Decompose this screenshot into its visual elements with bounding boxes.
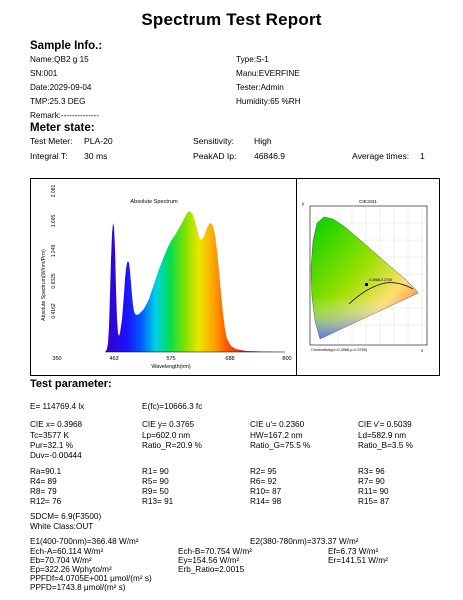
x-tick-label: 575: [166, 356, 175, 362]
param-r4: R4= 89: [30, 477, 57, 486]
meter-state-heading: Meter state:: [30, 122, 95, 134]
x-tick-label: 800: [282, 356, 291, 362]
test-meter-label: Test Meter:: [30, 136, 73, 146]
param-hw: HW=167.2 nm: [250, 431, 303, 440]
sample-remark: Remark:--------------: [30, 111, 100, 120]
sample-type: Type:S-1: [236, 55, 269, 64]
y-tick-label: 0.4162: [51, 303, 57, 319]
param-white-class: White Class:OUT: [30, 522, 94, 531]
param-ef: Ef=6.73 W/m²: [328, 547, 379, 556]
sample-manu: Manu:EVERFINE: [236, 69, 300, 78]
test-meter-value: PLA-20: [84, 136, 113, 146]
spectrum-ylabel: Absolute Spectrum(W/nm/Prm): [41, 249, 47, 321]
sample-sn: SN:001: [30, 69, 58, 78]
param-ciex: CIE x= 0.3968: [30, 420, 83, 429]
report-title: Spectrum Test Report: [141, 10, 322, 29]
planckian-locus: [348, 282, 414, 305]
param-ra: Ra=90.1: [30, 467, 62, 476]
y-tick-label: 0.8325: [51, 273, 57, 289]
param-r11: R11= 90: [358, 487, 389, 496]
param-r8: R8= 79: [30, 487, 57, 496]
sample-info-heading: Sample Info.:: [30, 40, 103, 52]
param-ratio-g: Ratio_G=75.5 %: [250, 441, 311, 450]
param-erb-ratio: Erb_Ratio=2.0015: [178, 565, 245, 574]
sensitivity-label: Sensitivity:: [193, 136, 235, 146]
sample-humidity: Humidity:65 %RH: [236, 97, 301, 106]
param-r6: R6= 92: [250, 477, 277, 486]
param-duv: Duv=-0.00444: [30, 451, 82, 460]
y-tick-label: 2.081: [51, 185, 57, 198]
spectrum-x-ticks: 350 463 575 688 800: [52, 356, 291, 362]
cie-title: CIE1931: [359, 199, 377, 204]
x-tick-label: 350: [52, 356, 61, 362]
chart-divider: [296, 178, 297, 375]
cie-chromaticity-chart: CIE1931 y x 0.3968,0.3765 Chromaticity(x…: [302, 199, 428, 353]
cie-chromaticity-marker: [365, 283, 368, 286]
param-r7: R7= 90: [358, 477, 385, 486]
cie-y-axis-label: y: [302, 201, 305, 206]
param-ratio-r: Ratio_R=20.9 %: [142, 441, 202, 450]
y-tick-label: 1.665: [51, 215, 57, 228]
average-times-value: 1: [420, 151, 425, 161]
y-tick-label: 1.249: [51, 245, 57, 258]
param-tc: Tc=3577 K: [30, 431, 69, 440]
absolute-spectrum-chart: Absolute Spectrum Absolute Spectrum(W/nm…: [41, 185, 292, 370]
param-e: E= 114769.4 lx: [30, 402, 85, 411]
param-r14: R14= 98: [250, 497, 282, 506]
x-tick-label: 463: [109, 356, 118, 362]
param-e2: E2(380-780nm)=373.37 W/m²: [250, 537, 359, 546]
spectrum-y-ticks: 0.4162 0.8325 1.249 1.665 2.081: [51, 185, 57, 319]
spectrum-xlabel: Wavelength(nm): [151, 364, 191, 370]
param-ld: Ld=582.9 nm: [358, 431, 407, 440]
param-r9: R9= 50: [142, 487, 169, 496]
sample-name: Name:QB2 g 15: [30, 55, 89, 64]
param-cieu: CIE u'= 0.2360: [250, 420, 305, 429]
integral-value: 30 ms: [84, 151, 108, 161]
sensitivity-value: High: [254, 136, 272, 146]
param-ppfdf: PPFDf=4.0705E+001 μmol/(m² s): [30, 574, 152, 583]
param-r5: R5= 90: [142, 477, 169, 486]
param-r3: R3= 96: [358, 467, 385, 476]
param-r13: R13= 91: [142, 497, 174, 506]
spectrum-area: [105, 211, 285, 352]
charts-frame: [30, 178, 440, 376]
peakad-label: PeakAD Ip:: [193, 151, 237, 161]
test-parameter-heading: Test parameter:: [30, 378, 112, 390]
param-e1: E1(400-700nm)=366.48 W/m²: [30, 537, 139, 546]
param-er: Er=141.51 W/m²: [328, 556, 388, 565]
cie-marker-label: 0.3968,0.3765: [369, 278, 392, 282]
param-r12: R12= 76: [30, 497, 62, 506]
param-sdcm: SDCM= 6.9(F3500): [30, 512, 102, 521]
sample-date: Date:2029-09-04: [30, 83, 92, 92]
spectrum-title: Absolute Spectrum: [130, 199, 178, 205]
param-ech-b: Ech-B=70.754 W/m²: [178, 547, 252, 556]
cie-plot-frame: [309, 205, 428, 346]
param-ep: Ep=322.26 Wphyto/m²: [30, 565, 112, 574]
param-lp: Lp=602.0 nm: [142, 431, 191, 440]
param-eb: Eb=70.704 W/m²: [30, 556, 92, 565]
average-times-label: Average times:: [352, 151, 410, 161]
param-ciev: CIE v'= 0.5039: [358, 420, 412, 429]
cie-caption: Chromaticity(x=0.3968,y=0.3765): [311, 348, 368, 352]
integral-label: Integral T:: [30, 151, 68, 161]
param-ech-a: Ech-A=60.114 W/m²: [30, 547, 104, 556]
param-pur: Pur=32.1 %: [30, 441, 74, 450]
peakad-value: 46846.9: [254, 151, 286, 161]
param-r15: R15= 87: [358, 497, 390, 506]
param-r10: R10= 87: [250, 487, 282, 496]
sample-tester: Tester:Admin: [236, 83, 284, 92]
param-r2: R2= 95: [250, 467, 277, 476]
x-tick-label: 688: [225, 356, 234, 362]
param-efc: E(fc)=10666.3 fc: [142, 402, 203, 411]
param-ey: Ey=154.56 W/m²: [178, 556, 240, 565]
param-ratio-b: Ratio_B=3.5 %: [358, 441, 413, 450]
param-ppfd: PPFD=1743.8 μmol/(m² s): [30, 583, 126, 592]
cie-gamut-shade: [311, 217, 418, 339]
param-ciey: CIE y= 0.3765: [142, 420, 195, 429]
sample-tmp: TMP:25.3 DEG: [30, 97, 86, 106]
param-r1: R1= 90: [142, 467, 169, 476]
cie-x-axis-label: x: [421, 348, 424, 353]
